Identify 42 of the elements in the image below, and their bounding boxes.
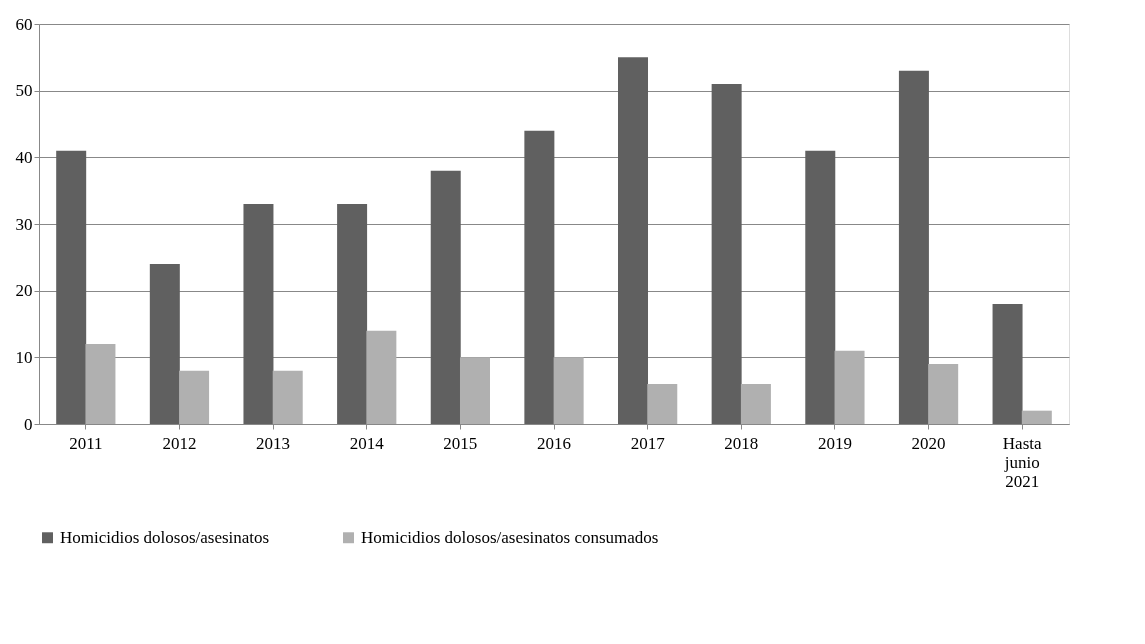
y-tick-label: 50 xyxy=(15,81,33,101)
bar xyxy=(149,264,180,424)
y-tick-label: 60 xyxy=(15,14,33,34)
bar xyxy=(898,70,929,424)
bar xyxy=(459,357,490,424)
y-tick-label: 30 xyxy=(15,214,33,234)
x-tick-label: 2012 xyxy=(162,433,197,453)
x-tick-label: 2011 xyxy=(69,433,103,453)
x-tick-label: 2015 xyxy=(443,433,478,453)
bar xyxy=(56,150,87,424)
bar xyxy=(272,370,303,424)
bar xyxy=(618,57,649,424)
y-tick-label: 40 xyxy=(15,147,33,167)
bar xyxy=(834,350,865,424)
bar xyxy=(740,384,771,424)
bar xyxy=(553,357,584,424)
bar xyxy=(992,304,1023,424)
x-tick-label: 2014 xyxy=(349,433,385,453)
y-tick-label: 0 xyxy=(24,414,33,434)
bar xyxy=(711,84,742,424)
legend-label: Homicidios dolosos/asesinatos consumados xyxy=(361,527,659,547)
bar xyxy=(337,204,368,424)
bar xyxy=(85,344,116,424)
bar xyxy=(366,330,397,424)
bar xyxy=(1021,410,1052,424)
bar xyxy=(179,370,210,424)
y-tick-label: 20 xyxy=(15,281,33,301)
bar xyxy=(647,384,678,424)
x-tick-label: 2016 xyxy=(537,433,571,453)
legend-label: Homicidios dolosos/asesinatos xyxy=(60,527,270,547)
x-tick-label: 2020 xyxy=(911,433,946,453)
bar xyxy=(243,204,274,424)
y-tick-label: 10 xyxy=(15,347,33,367)
x-tick-label: 2019 xyxy=(817,433,852,453)
bar xyxy=(928,364,959,424)
x-tick-label: 2018 xyxy=(724,433,759,453)
bar xyxy=(524,130,555,424)
x-tick-label: Hasta junio 2021 xyxy=(1002,433,1042,491)
bar xyxy=(430,170,461,424)
x-tick-label: 2013 xyxy=(256,433,291,453)
bar xyxy=(805,150,836,424)
x-tick-label: 2017 xyxy=(630,433,666,453)
